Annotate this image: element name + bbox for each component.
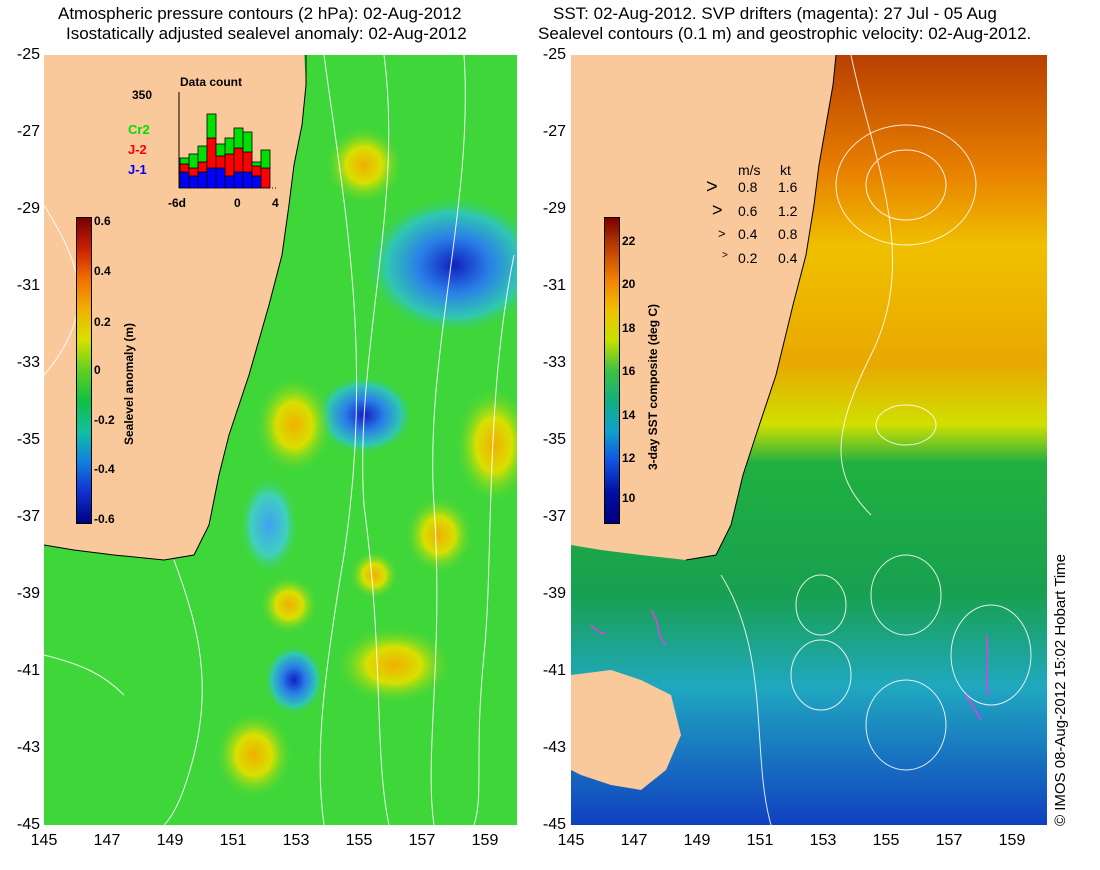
left-title-line1: Atmospheric pressure contours (2 hPa): 0… (58, 4, 462, 23)
left-cb-tick: -0.6 (94, 512, 115, 526)
mainland-land (571, 55, 836, 560)
data-count-max: 350 (132, 88, 153, 102)
lat-label: -27 (542, 123, 566, 140)
histogram-tick: -6d (168, 196, 186, 210)
right-cb-tick: 16 (622, 364, 636, 378)
lat-label: -33 (16, 354, 40, 371)
lat-label: -41 (542, 662, 566, 679)
legend-j2: J-2 (128, 142, 147, 157)
velocity-legend-ms-header: m/s (738, 162, 761, 178)
tasmania-land (571, 670, 681, 790)
lat-label: -39 (542, 585, 566, 602)
lat-label: -31 (16, 277, 40, 294)
left-title-line2: Isostatically adjusted sealevel anomaly:… (66, 24, 467, 43)
lat-label: -35 (16, 431, 40, 448)
right-title-line2: Sealevel contours (0.1 m) and geostrophi… (538, 24, 1032, 43)
velocity-legend-ms: 0.4 (738, 226, 758, 242)
lat-label: -33 (542, 354, 566, 371)
velocity-legend-ms: 0.2 (738, 250, 758, 266)
legend-cr2: Cr2 (128, 122, 150, 137)
velocity-legend-ms: 0.6 (738, 203, 758, 219)
lon-label: 155 (872, 832, 900, 849)
velocity-legend-kt: 1.6 (778, 179, 798, 195)
left-colorbar (76, 217, 92, 524)
right-cb-tick: 20 (622, 277, 636, 291)
right-cb-tick: 18 (622, 321, 636, 335)
velocity-legend-kt-header: kt (780, 162, 791, 178)
velocity-legend-kt: 1.2 (778, 203, 798, 219)
lon-label: 159 (998, 832, 1026, 849)
lon-label: 155 (345, 832, 373, 849)
lon-label: 157 (935, 832, 963, 849)
lat-label: -25 (16, 46, 40, 63)
left-colorbar-label: Sealevel anomaly (m) (122, 322, 136, 445)
lat-label: -29 (16, 200, 40, 217)
velocity-arrow-icon: > (706, 176, 718, 198)
left-cb-tick: 0.6 (94, 214, 111, 228)
left-cb-tick: -0.4 (94, 462, 115, 476)
velocity-legend-ms: 0.8 (738, 179, 758, 195)
right-cb-tick: 10 (622, 491, 636, 505)
lon-label: 153 (809, 832, 837, 849)
right-colorbar (604, 217, 620, 524)
lon-label: 149 (156, 832, 184, 849)
right-map-panel[interactable] (571, 55, 1047, 825)
right-cb-tick: 22 (622, 234, 636, 248)
lat-label: -37 (16, 508, 40, 525)
lat-label: -41 (16, 662, 40, 679)
left-cb-tick: 0.2 (94, 315, 111, 329)
lon-label: 159 (471, 832, 499, 849)
lat-label: -45 (542, 816, 566, 833)
velocity-arrow-icon: > (722, 250, 728, 261)
right-colorbar-label: 3-day SST composite (deg C) (646, 303, 660, 470)
velocity-legend-kt: 0.4 (778, 250, 798, 266)
right-cb-tick: 12 (622, 451, 636, 465)
lat-label: -29 (542, 200, 566, 217)
lon-label: 147 (620, 832, 648, 849)
lat-label: -43 (542, 739, 566, 756)
data-count-histogram (178, 92, 276, 189)
lon-label: 151 (219, 832, 247, 849)
left-cb-tick: 0 (94, 363, 101, 377)
legend-j1: J-1 (128, 162, 147, 177)
lon-label: 149 (683, 832, 711, 849)
right-title-line1: SST: 02-Aug-2012. SVP drifters (magenta)… (553, 4, 997, 23)
left-cb-tick: 0.4 (94, 264, 111, 278)
lon-label: 147 (93, 832, 121, 849)
right-cb-tick: 14 (622, 408, 636, 422)
lat-label: -27 (16, 123, 40, 140)
lon-label: 153 (282, 832, 310, 849)
lon-label: 157 (408, 832, 436, 849)
lat-label: -39 (16, 585, 40, 602)
histogram-tick: 0 (234, 196, 241, 210)
lat-label: -37 (542, 508, 566, 525)
lat-label: -25 (542, 46, 566, 63)
credit-text: © IMOS 08-Aug-2012 15:02 Hobart Time (1052, 553, 1069, 826)
lat-label: -31 (542, 277, 566, 294)
lon-label: 145 (557, 832, 585, 849)
left-map-panel[interactable] (44, 55, 517, 825)
lon-label: 145 (30, 832, 58, 849)
lat-label: -35 (542, 431, 566, 448)
velocity-arrow-icon: > (712, 200, 723, 220)
velocity-arrow-icon: > (718, 226, 726, 241)
velocity-legend-kt: 0.8 (778, 226, 798, 242)
lat-label: -45 (16, 816, 40, 833)
lon-label: 151 (746, 832, 774, 849)
histogram-tick: 4 (272, 196, 279, 210)
data-count-title: Data count (180, 75, 243, 89)
left-cb-tick: -0.2 (94, 413, 115, 427)
lat-label: -43 (16, 739, 40, 756)
